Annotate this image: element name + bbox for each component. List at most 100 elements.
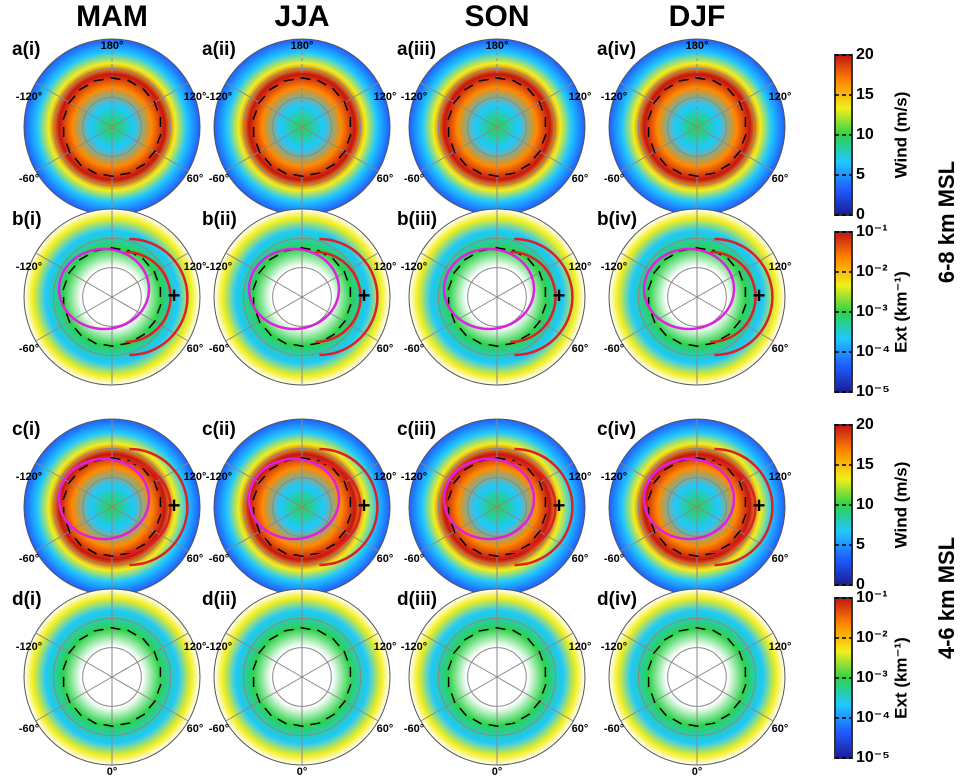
- lon-label: 120°: [569, 641, 592, 653]
- colorbar-tick-label: 10⁻⁵: [856, 749, 890, 766]
- lon-label: -60°: [209, 553, 229, 565]
- lon-label: 180°: [686, 40, 709, 52]
- column-header: JJA: [274, 0, 329, 33]
- lon-label: 60°: [187, 173, 204, 185]
- panel-label: b(iii): [397, 209, 437, 230]
- lon-label: -60°: [209, 723, 229, 735]
- column-header: DJF: [669, 0, 726, 33]
- column-header: MAM: [76, 0, 148, 33]
- lon-label: 120°: [569, 471, 592, 483]
- lon-label: -120°: [206, 91, 232, 103]
- lon-label: 180°: [486, 40, 509, 52]
- lon-label: -60°: [604, 723, 624, 735]
- lon-label: 60°: [772, 553, 789, 565]
- lon-label: -120°: [401, 641, 427, 653]
- lon-label: 120°: [184, 641, 207, 653]
- colorbar-tick-label: 10⁻⁴: [856, 343, 890, 360]
- lon-label: 120°: [374, 641, 397, 653]
- lon-label: -60°: [209, 173, 229, 185]
- colorbar-tick-label: 20: [856, 46, 874, 63]
- panel-label: c(ii): [202, 419, 236, 440]
- lon-label: -120°: [206, 261, 232, 273]
- lon-label: -120°: [206, 471, 232, 483]
- panel-label: a(iv): [597, 39, 636, 60]
- lon-label: 0°: [492, 766, 503, 778]
- lon-label: 0°: [297, 766, 308, 778]
- lon-label: -60°: [404, 723, 424, 735]
- lon-label: -60°: [404, 343, 424, 355]
- lon-label: -120°: [601, 91, 627, 103]
- colorbar-tick-label: 20: [856, 416, 874, 433]
- panel-label: d(ii): [202, 589, 237, 610]
- site-marker: +: [168, 493, 181, 518]
- colorbar-tick-label: 10⁻¹: [856, 223, 888, 240]
- lon-label: 120°: [184, 471, 207, 483]
- site-marker: +: [358, 283, 371, 308]
- panel-label: d(iii): [397, 589, 437, 610]
- lon-label: -120°: [16, 261, 42, 273]
- lon-label: -60°: [604, 553, 624, 565]
- lon-label: -60°: [19, 723, 39, 735]
- colorbar-tick-label: 10: [856, 496, 874, 513]
- height-label: 4-6 km MSL: [934, 537, 959, 659]
- lon-label: 120°: [569, 91, 592, 103]
- lon-label: 120°: [374, 261, 397, 273]
- lon-label: -60°: [19, 343, 39, 355]
- lon-label: -120°: [16, 641, 42, 653]
- colorbar-tick-label: 15: [856, 456, 874, 473]
- lon-label: 60°: [572, 553, 589, 565]
- lon-label: -60°: [209, 343, 229, 355]
- site-marker: +: [168, 283, 181, 308]
- colorbar-tick-label: 10⁻²: [856, 629, 888, 646]
- lon-label: 120°: [569, 261, 592, 273]
- lon-label: 120°: [184, 91, 207, 103]
- lon-label: 60°: [187, 723, 204, 735]
- panel-label: b(iv): [597, 209, 637, 230]
- colorbar-tick-label: 10⁻⁵: [856, 383, 890, 400]
- panel-label: b(i): [12, 209, 42, 230]
- lon-label: -120°: [401, 471, 427, 483]
- lon-label: -120°: [601, 471, 627, 483]
- site-marker: +: [553, 283, 566, 308]
- lon-label: 0°: [692, 766, 703, 778]
- lon-label: -60°: [404, 553, 424, 565]
- lon-label: 120°: [184, 261, 207, 273]
- site-marker: +: [753, 493, 766, 518]
- panel-label: d(iv): [597, 589, 637, 610]
- lon-label: 60°: [187, 343, 204, 355]
- lon-label: -120°: [16, 471, 42, 483]
- lon-label: 60°: [572, 723, 589, 735]
- height-label: 6-8 km MSL: [934, 161, 959, 283]
- colorbar-tick-label: 10⁻⁴: [856, 709, 890, 726]
- panel-label: c(i): [12, 419, 41, 440]
- panel-label: b(ii): [202, 209, 237, 230]
- lon-label: -60°: [19, 173, 39, 185]
- lon-label: -120°: [401, 91, 427, 103]
- colorbar-label: Ext (km⁻¹): [891, 637, 910, 719]
- site-marker: +: [553, 493, 566, 518]
- panel-label: a(i): [12, 39, 41, 60]
- lon-label: 0°: [107, 766, 118, 778]
- lon-label: 120°: [769, 471, 792, 483]
- panel-label: d(i): [12, 589, 42, 610]
- lon-label: 120°: [374, 471, 397, 483]
- colorbar-label: Wind (m/s): [891, 462, 910, 549]
- colorbar-tick-label: 10⁻²: [856, 263, 888, 280]
- lon-label: -120°: [206, 641, 232, 653]
- lon-label: 120°: [769, 641, 792, 653]
- colorbar-tick-label: 15: [856, 86, 874, 103]
- colorbar-label: Ext (km⁻¹): [891, 271, 910, 353]
- colorbar-tick-label: 10: [856, 126, 874, 143]
- lon-label: -120°: [401, 261, 427, 273]
- lon-label: -60°: [604, 343, 624, 355]
- site-marker: +: [753, 283, 766, 308]
- lon-label: 60°: [572, 173, 589, 185]
- lon-label: 60°: [187, 553, 204, 565]
- lon-label: 120°: [374, 91, 397, 103]
- panel-label: a(ii): [202, 39, 236, 60]
- lon-label: 60°: [377, 723, 394, 735]
- lon-label: -60°: [404, 173, 424, 185]
- panel-label: c(iii): [397, 419, 436, 440]
- lon-label: -60°: [19, 553, 39, 565]
- lon-label: 60°: [772, 173, 789, 185]
